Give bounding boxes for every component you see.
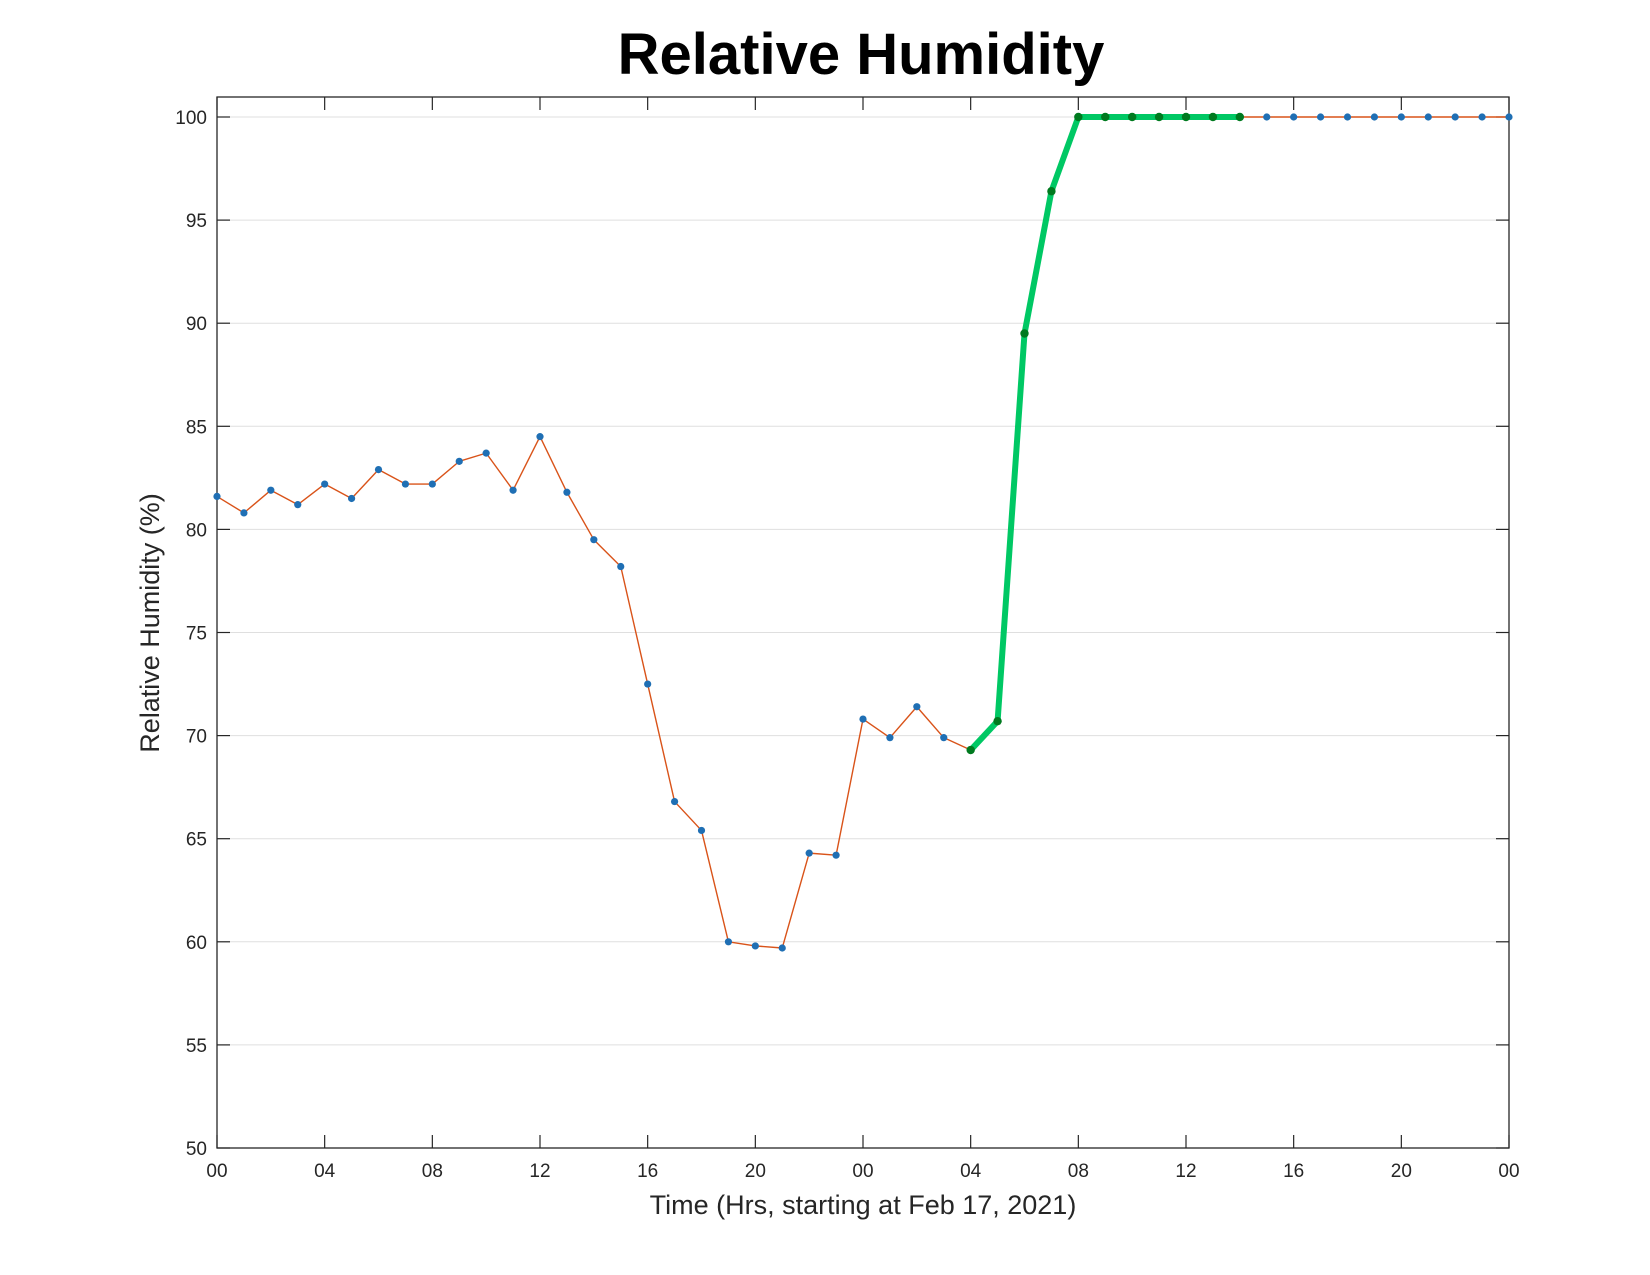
y-tick-label: 95 (186, 211, 207, 232)
y-tick-label: 70 (186, 727, 207, 748)
data-point (1424, 113, 1432, 121)
data-point (240, 509, 248, 517)
data-point (509, 486, 517, 494)
y-tick-label: 100 (175, 108, 207, 129)
data-point (778, 944, 786, 952)
data-point (321, 480, 329, 488)
data-point (428, 480, 436, 488)
data-point (1478, 113, 1486, 121)
highlight-data-point (1181, 112, 1191, 122)
y-tick-label: 80 (186, 520, 207, 541)
axis-ticks: 50 55 60 65 70 75 80 85 90 95 100 00 04 08 12 16 20 00 04 0… (175, 97, 1520, 1182)
data-point (401, 480, 410, 488)
x-tick-label: 20 (1391, 1161, 1412, 1182)
x-tick-label: 12 (529, 1161, 550, 1182)
highlight-data-point (1074, 112, 1083, 122)
y-tick-label: 75 (186, 624, 207, 645)
data-point (374, 466, 383, 474)
x-tick-label: 20 (745, 1161, 766, 1182)
data-point (724, 938, 733, 946)
highlight-data-point (1020, 329, 1029, 338)
data-point (455, 457, 463, 465)
data-series (213, 112, 1513, 952)
highlight-data-point (1235, 112, 1245, 122)
data-point (751, 942, 759, 950)
data-point (1370, 113, 1379, 121)
y-tick-label: 85 (186, 417, 207, 438)
y-tick-label: 90 (186, 314, 207, 335)
data-point (1397, 113, 1405, 121)
data-point (617, 562, 625, 571)
x-tick-label: 08 (422, 1161, 443, 1182)
data-point (213, 492, 221, 501)
x-tick-label: 16 (637, 1161, 658, 1182)
highlight-data-point (1127, 112, 1137, 122)
chart-title: Relative Humidity (618, 22, 1105, 87)
y-tick-label: 65 (186, 830, 207, 851)
x-tick-label: 12 (1175, 1161, 1196, 1182)
data-point (1451, 113, 1459, 121)
data-point (670, 797, 679, 806)
data-point (886, 734, 894, 742)
data-point (536, 433, 544, 441)
y-tick-label: 55 (186, 1036, 207, 1057)
data-point (1263, 113, 1271, 121)
data-point (482, 449, 490, 457)
highlight-data-point (1154, 112, 1164, 122)
highlight-data-point (1047, 187, 1056, 196)
highlight-data-point (966, 745, 975, 755)
highlight-data-point (1208, 112, 1218, 122)
data-point (267, 486, 275, 494)
highlight-data-point (993, 716, 1002, 726)
y-tick-label: 60 (186, 933, 207, 954)
x-tick-label: 00 (206, 1161, 227, 1182)
data-point (805, 849, 813, 857)
x-tick-label: 04 (960, 1161, 982, 1182)
data-point (859, 715, 867, 723)
data-point (1316, 113, 1325, 121)
x-tick-label: 04 (314, 1161, 336, 1182)
highlight-data-point (1101, 112, 1110, 122)
data-point (1290, 113, 1298, 121)
data-point (644, 680, 652, 688)
data-point (590, 536, 598, 544)
x-axis-label: Time (Hrs, starting at Feb 17, 2021) (650, 1190, 1077, 1220)
x-tick-label: 08 (1068, 1161, 1089, 1182)
y-axis-label: Relative Humidity (%) (135, 493, 165, 753)
data-point (832, 851, 840, 859)
data-point (347, 494, 356, 503)
data-point (697, 826, 706, 835)
data-point (294, 501, 302, 509)
data-point (913, 703, 921, 711)
data-point (563, 488, 571, 496)
y-tick-label: 50 (186, 1139, 207, 1160)
x-tick-label: 00 (1498, 1161, 1519, 1182)
data-point (1343, 113, 1352, 121)
x-tick-label: 16 (1283, 1161, 1304, 1182)
x-tick-label: 00 (852, 1161, 873, 1182)
data-point (940, 734, 948, 742)
data-point (1505, 113, 1513, 121)
